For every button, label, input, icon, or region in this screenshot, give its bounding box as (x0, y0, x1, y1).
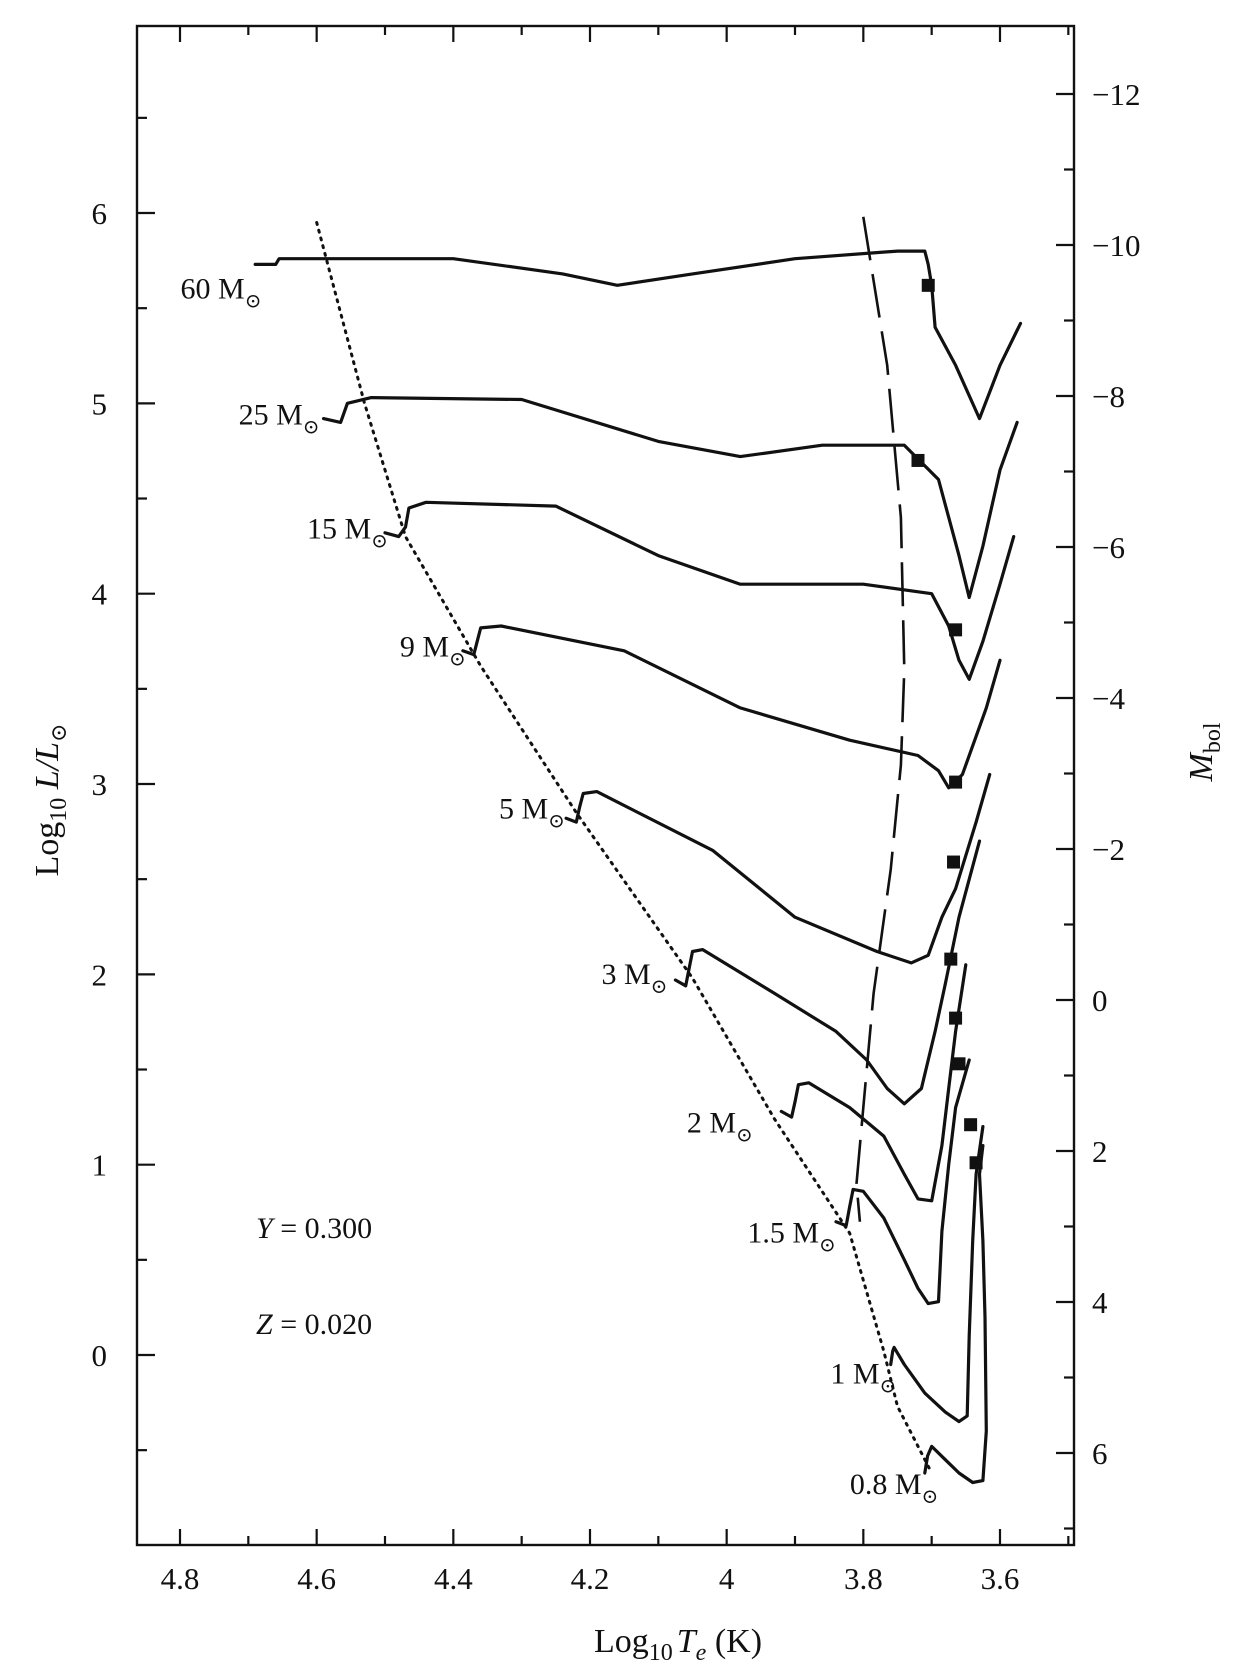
labels: 60 M⊙ 25 M⊙ 15 M⊙ 9 M⊙ 5 M⊙ 3 M⊙ 2 M⊙ 1.5 M⊙ 1 M… (181, 273, 939, 1508)
mass-label: 25 M⊙ (239, 398, 320, 438)
evolution-track (834, 1058, 971, 1306)
y2-tick-label: 2 (1092, 1134, 1108, 1169)
x-tick-label: 4 (719, 1561, 735, 1596)
square-marker (921, 278, 935, 292)
square-marker (911, 453, 925, 467)
mass-label: 0.8 M⊙ (850, 1468, 938, 1508)
curves (253, 216, 1023, 1485)
square-marker (969, 1156, 983, 1170)
y2-tick-label: −8 (1092, 379, 1125, 414)
y-tick-label: 5 (92, 386, 108, 421)
y2-tick-label: −6 (1092, 530, 1125, 565)
y2-tick-label: −2 (1092, 832, 1125, 867)
square-marker (949, 775, 963, 789)
x-tick-label: 3.8 (844, 1561, 883, 1596)
square-marker (949, 623, 963, 637)
x-tick-label: 3.6 (981, 1561, 1020, 1596)
y-tick-label: 4 (92, 577, 108, 612)
evolution-track (673, 839, 982, 1106)
evolution-track (779, 963, 968, 1203)
y-tick-label: 3 (92, 767, 108, 802)
evolution-track (564, 772, 992, 965)
y2-tick-label: 4 (1092, 1285, 1108, 1320)
dashed-line (855, 216, 906, 1222)
mass-label: 60 M⊙ (181, 273, 262, 313)
plot-frame (135, 24, 1076, 1547)
mass-label: 1 M⊙ (830, 1358, 896, 1398)
mass-label: 15 M⊙ (307, 512, 388, 552)
y2-tick-label: −4 (1092, 681, 1125, 716)
x-tick-label: 4.4 (434, 1561, 473, 1596)
square-marker (952, 1057, 966, 1071)
annotation-y: Y = 0.300 (256, 1212, 372, 1245)
mass-label: 9 M⊙ (400, 630, 466, 670)
square-marker (964, 1118, 978, 1132)
y-tick-label: 0 (92, 1338, 108, 1373)
axis-ticks: 4.8 4.6 4.4 4.2 4 3.8 3.6 0 1 2 3 4 5 6 −12 −10 −8 −6 −4 −2… (92, 26, 1140, 1596)
y-axis-title: Log10 L/L⊙ (29, 724, 72, 877)
y2-tick-label: −12 (1092, 77, 1140, 112)
evolution-track (889, 1125, 985, 1424)
x-tick-label: 4.2 (571, 1561, 610, 1596)
zams-dotted-line (315, 221, 934, 1475)
x-tick-label: 4.6 (297, 1561, 336, 1596)
evolution-track (253, 249, 1023, 421)
y-tick-label: 2 (92, 957, 108, 992)
mass-label: 3 M⊙ (601, 958, 667, 998)
markers (911, 278, 983, 1170)
square-marker (947, 855, 961, 869)
annotation-z: Z = 0.020 (256, 1308, 372, 1341)
evolution-track (923, 1144, 988, 1485)
y2-axis-title: Mbol (1183, 722, 1226, 782)
x-axis-title: Log10 Te (K) (594, 1623, 762, 1666)
x-tick-label: 4.8 (161, 1561, 200, 1596)
square-marker (949, 1011, 963, 1025)
y2-tick-label: 0 (1092, 983, 1108, 1018)
evolution-track (383, 500, 1016, 681)
plot-frame-rect (135, 24, 1076, 1547)
y-tick-label: 6 (92, 196, 108, 231)
y2-tick-label: −10 (1092, 228, 1140, 263)
mass-label: 5 M⊙ (499, 792, 565, 832)
y2-tick-label: 6 (1092, 1436, 1108, 1471)
evolution-track (321, 396, 1019, 600)
y-tick-label: 1 (92, 1148, 108, 1183)
mass-label: 2 M⊙ (687, 1106, 753, 1146)
mass-label: 1.5 M⊙ (747, 1217, 835, 1257)
square-marker (944, 952, 958, 966)
